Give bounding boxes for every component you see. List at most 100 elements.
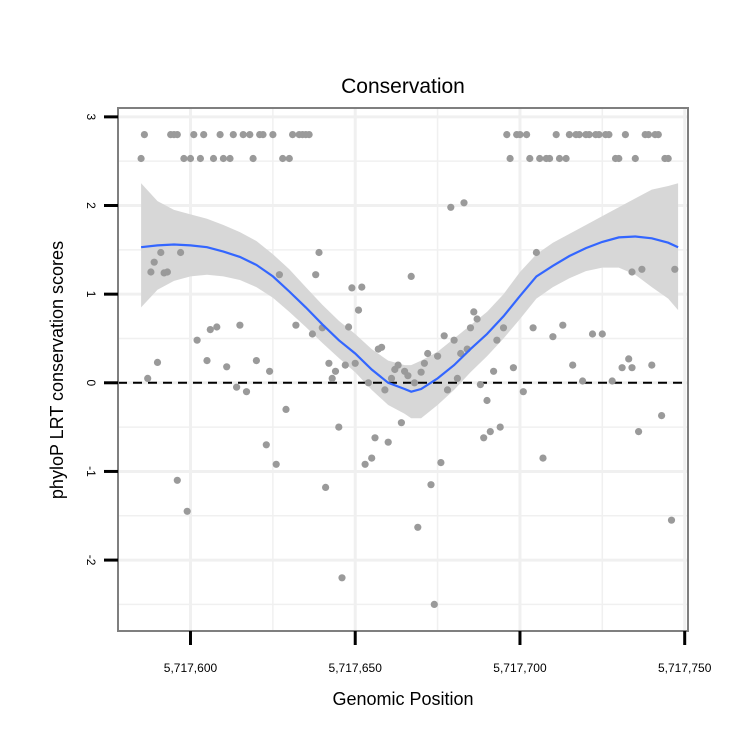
data-point — [499, 324, 508, 332]
data-point — [443, 386, 452, 394]
data-point — [631, 154, 639, 163]
data-point — [361, 460, 369, 468]
data-point — [588, 330, 597, 338]
data-point — [358, 283, 366, 291]
data-point — [368, 454, 376, 462]
data-point — [213, 323, 221, 331]
data-point — [173, 131, 181, 139]
data-point — [266, 367, 274, 375]
y-axis-title: phyloP LRT conservation scores — [47, 241, 67, 499]
data-point — [384, 438, 392, 446]
data-point — [559, 321, 567, 329]
smooth-line — [140, 235, 679, 393]
data-point — [536, 154, 544, 163]
data-point — [555, 154, 564, 163]
data-point — [453, 374, 461, 382]
confidence-band-area — [141, 183, 679, 419]
data-point — [325, 359, 333, 367]
data-point — [654, 131, 662, 139]
data-point — [262, 441, 270, 449]
data-point — [196, 154, 204, 163]
data-point — [595, 131, 603, 139]
data-point — [285, 154, 293, 163]
data-point — [348, 284, 356, 292]
data-point — [163, 268, 171, 276]
data-point — [140, 131, 148, 139]
data-point — [312, 271, 320, 279]
grid — [118, 108, 688, 631]
data-point — [282, 405, 290, 413]
data-point — [635, 428, 643, 436]
data-point — [579, 377, 587, 385]
data-point — [496, 423, 504, 431]
data-point — [529, 324, 537, 332]
data-point — [532, 248, 541, 257]
data-point — [420, 359, 428, 367]
data-point — [397, 419, 405, 427]
data-point — [473, 315, 481, 323]
data-point — [648, 361, 656, 369]
data-point — [598, 330, 606, 338]
data-point — [200, 131, 208, 139]
data-point — [424, 349, 432, 358]
data-point — [193, 336, 201, 344]
data-point — [229, 131, 237, 139]
data-point — [671, 265, 679, 273]
y-tick-label: -1 — [84, 466, 98, 477]
data-point — [354, 306, 363, 314]
data-point — [239, 131, 247, 139]
x-tick-label: 5,717,650 — [329, 661, 383, 675]
data-point — [328, 374, 336, 382]
data-point — [345, 323, 353, 331]
data-point — [259, 131, 267, 139]
data-point — [269, 131, 277, 139]
data-point — [628, 268, 636, 276]
data-point — [417, 368, 425, 376]
data-point — [549, 333, 557, 341]
data-point — [404, 372, 412, 380]
x-tick-label: 5,717,750 — [658, 661, 712, 675]
data-point — [203, 357, 211, 365]
data-point — [341, 361, 349, 369]
data-point — [427, 481, 435, 489]
data-point — [394, 361, 402, 369]
data-point — [466, 324, 475, 332]
x-tick-label: 5,717,700 — [493, 661, 547, 675]
data-point — [644, 131, 653, 139]
data-point — [226, 154, 234, 163]
data-point — [206, 326, 214, 334]
data-point — [147, 268, 155, 276]
data-point — [605, 131, 613, 139]
y-tick-label: 2 — [84, 202, 98, 209]
data-point — [249, 154, 257, 163]
data-point — [414, 523, 422, 531]
data-point — [625, 355, 633, 363]
x-tick-label: 5,717,600 — [164, 661, 218, 675]
data-point — [223, 363, 231, 371]
data-point — [351, 359, 359, 367]
data-point — [486, 428, 494, 436]
data-point — [144, 374, 152, 382]
data-point — [437, 459, 445, 467]
y-tick-label: 3 — [84, 114, 98, 121]
y-tick-label: 1 — [84, 291, 98, 298]
data-point — [562, 154, 570, 163]
data-point — [493, 336, 501, 344]
plot-panel-border — [117, 107, 689, 632]
data-point — [190, 131, 198, 139]
data-point — [615, 154, 623, 163]
data-point — [219, 154, 227, 163]
data-point — [410, 379, 419, 387]
data-point — [490, 367, 498, 375]
data-point — [526, 154, 534, 163]
data-point — [565, 131, 574, 139]
data-point — [450, 336, 458, 344]
y-tick-label: 0 — [84, 379, 98, 386]
data-point — [585, 131, 593, 139]
data-point — [322, 483, 330, 491]
data-point — [378, 343, 386, 351]
data-point — [621, 131, 630, 139]
confidence-band — [141, 183, 679, 419]
data-point — [236, 321, 244, 329]
data-point — [658, 412, 666, 420]
